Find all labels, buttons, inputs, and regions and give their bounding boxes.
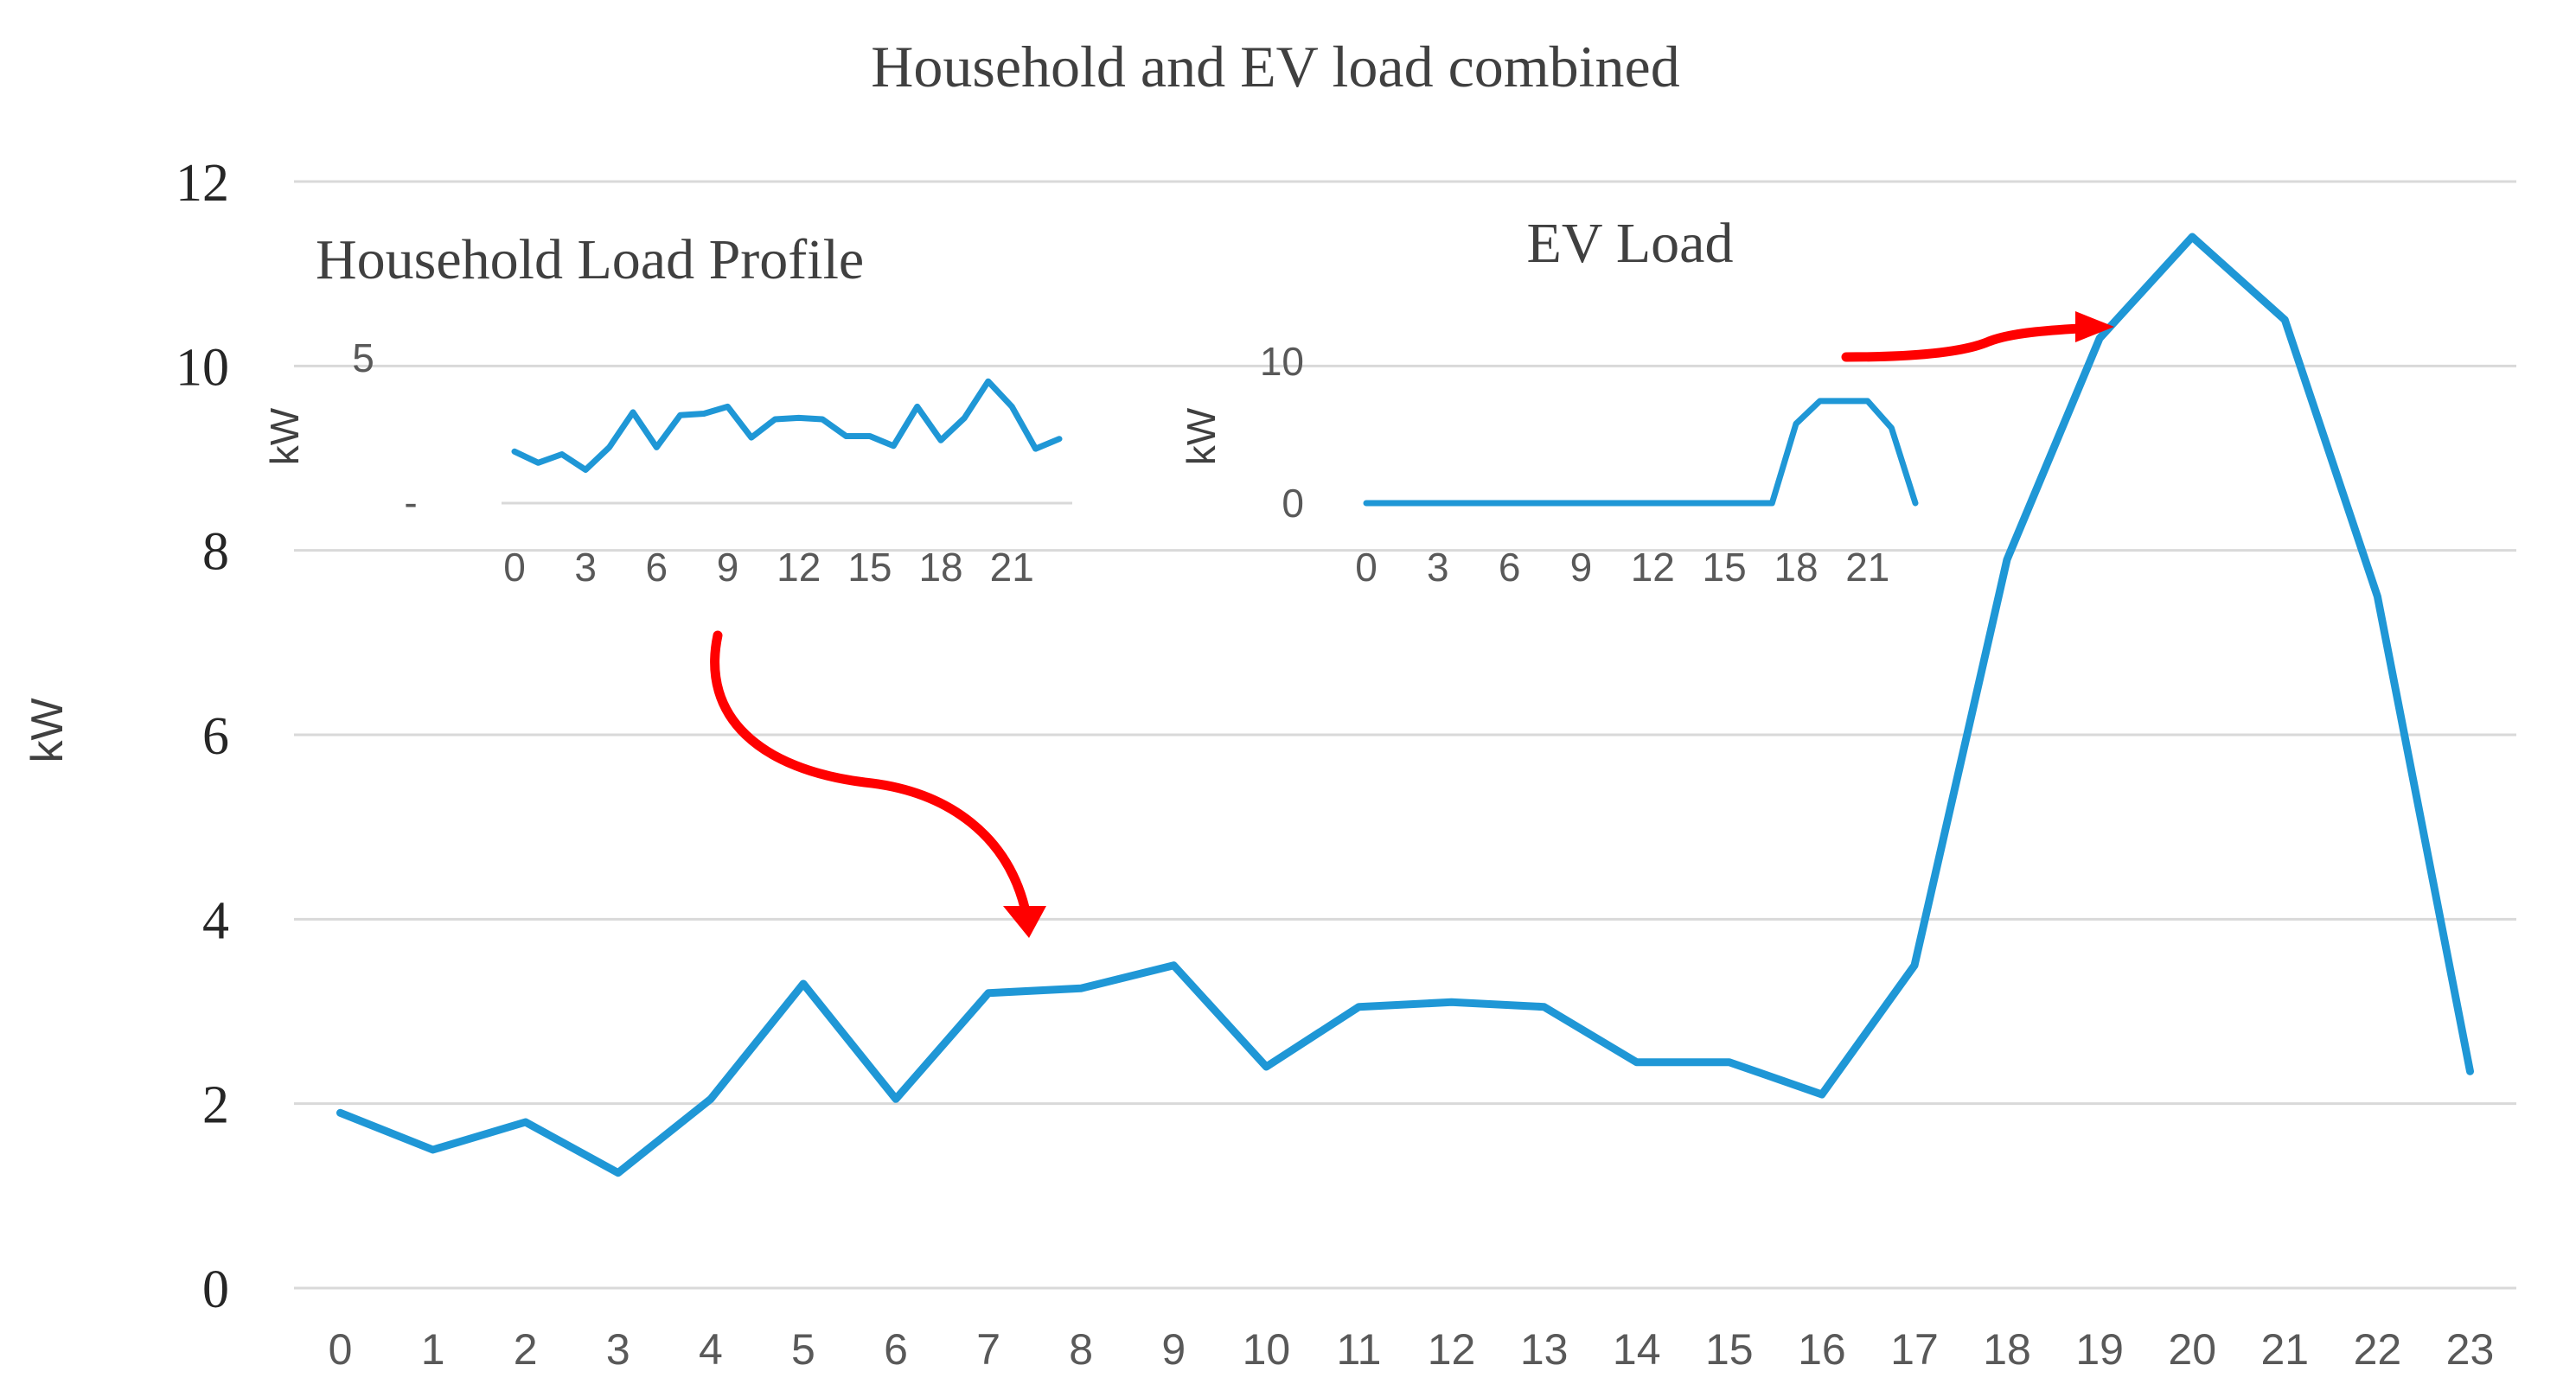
household-y-tick-label: 5 [352, 335, 374, 380]
household-x-tick-label: 9 [717, 545, 739, 590]
main-x-tick-label: 4 [699, 1325, 723, 1374]
ev-x-tick-label: 12 [1631, 545, 1675, 590]
household-x-tick-label: 0 [503, 545, 526, 590]
main-chart-title: Household and EV load combined [871, 34, 1679, 99]
ev-load-line [1363, 398, 1919, 507]
main-x-tick-label: 19 [2075, 1325, 2124, 1374]
household-to-combined-arrow [710, 630, 1030, 913]
main-y-tick-label: 2 [202, 1076, 229, 1135]
ev-inset-y-label: kW [1179, 407, 1224, 465]
ev-y-tick-label: 0 [1282, 481, 1304, 526]
main-x-tick-label: 12 [1428, 1325, 1476, 1374]
household-x-tick-label: 15 [847, 545, 892, 590]
ev-x-tick-label: 15 [1703, 545, 1747, 590]
household-x-tick-label: 18 [918, 545, 962, 590]
main-x-tick-label: 1 [421, 1325, 445, 1374]
main-y-tick-label: 6 [202, 707, 229, 766]
household-x-tick-label: 21 [990, 545, 1034, 590]
main-y-tick-label: 10 [176, 338, 229, 397]
household-inset-title: Household Load Profile [316, 228, 864, 291]
ev-y-tick-label: 10 [1260, 339, 1304, 384]
household-load-line [511, 378, 1063, 473]
ev-x-tick-label: 9 [1570, 545, 1593, 590]
main-x-tick-label: 21 [2260, 1325, 2309, 1374]
main-x-tick-label: 10 [1243, 1325, 1291, 1374]
main-y-tick-label: 12 [176, 154, 229, 213]
ev-x-tick-label: 21 [1845, 545, 1889, 590]
main-x-tick-label: 6 [884, 1325, 908, 1374]
main-x-tick-label: 0 [329, 1325, 353, 1374]
main-x-tick-label: 15 [1705, 1325, 1754, 1374]
household-y-tick-label: - [404, 480, 417, 525]
household-x-tick-label: 12 [777, 545, 821, 590]
main-x-tick-label: 11 [1337, 1325, 1382, 1374]
ev-x-tick-label: 6 [1499, 545, 1521, 590]
main-x-tick-label: 16 [1798, 1325, 1846, 1374]
main-x-tick-label: 9 [1161, 1325, 1186, 1374]
ev-x-tick-label: 0 [1355, 545, 1377, 590]
main-x-tick-label: 7 [976, 1325, 1000, 1374]
combined-load-line [336, 233, 2474, 1177]
main-x-tick-label: 5 [791, 1325, 815, 1374]
main-x-tick-label: 3 [606, 1325, 630, 1374]
household-arrow-head [1003, 906, 1046, 938]
main-x-tick-label: 14 [1613, 1325, 1661, 1374]
main-y-tick-label: 0 [202, 1260, 229, 1319]
ev-to-combined-arrow [1841, 323, 2085, 362]
main-y-tick-label: 4 [202, 891, 229, 950]
household-x-tick-label: 6 [646, 545, 668, 590]
main-x-tick-label: 18 [1983, 1325, 2031, 1374]
ev-x-tick-label: 18 [1774, 545, 1818, 590]
main-x-tick-label: 8 [1069, 1325, 1093, 1374]
ev-arrow-head [2075, 311, 2114, 342]
ev-x-tick-label: 3 [1427, 545, 1449, 590]
main-x-tick-label: 13 [1520, 1325, 1569, 1374]
main-y-tick-label: 8 [202, 523, 229, 582]
household-inset-y-label: kW [262, 407, 307, 465]
main-x-tick-label: 23 [2446, 1325, 2495, 1374]
main-y-axis-label: kW [22, 698, 73, 762]
household-x-tick-label: 3 [574, 545, 597, 590]
main-x-tick-label: 2 [514, 1325, 538, 1374]
main-x-tick-label: 17 [1890, 1325, 1939, 1374]
main-x-tick-label: 20 [2168, 1325, 2216, 1374]
ev-inset-title: EV Load [1527, 212, 1734, 275]
main-x-tick-label: 22 [2354, 1325, 2402, 1374]
